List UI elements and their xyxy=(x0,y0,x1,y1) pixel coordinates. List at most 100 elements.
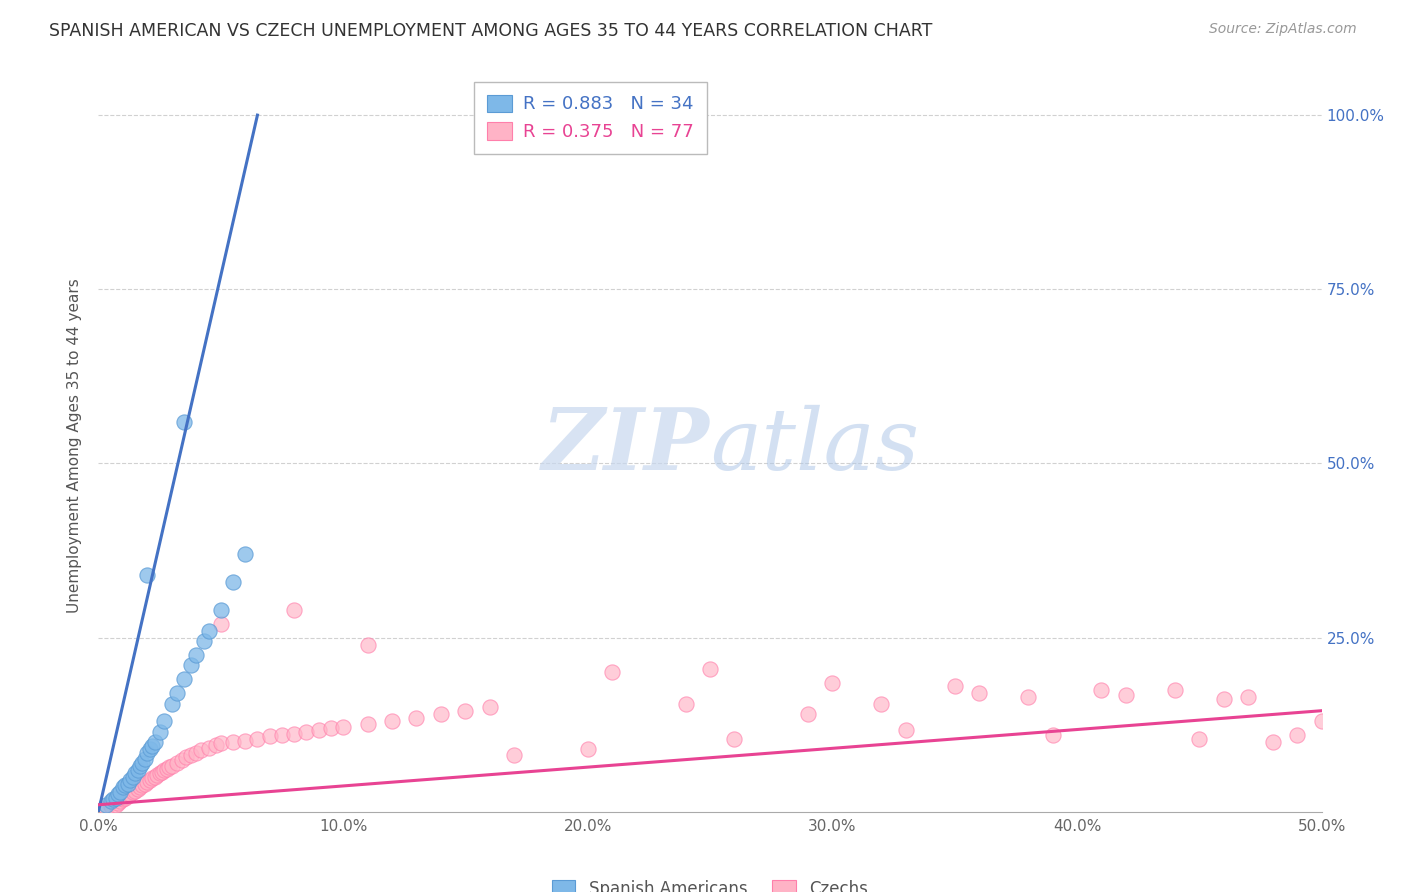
Point xyxy=(478,700,501,714)
Point xyxy=(190,743,212,757)
Point xyxy=(120,773,142,788)
Point xyxy=(94,801,117,815)
Point xyxy=(114,778,136,792)
Point xyxy=(209,603,232,617)
Point xyxy=(170,753,193,767)
Point xyxy=(104,797,127,812)
Point xyxy=(166,756,188,770)
Point xyxy=(146,768,169,782)
Point xyxy=(100,799,122,814)
Text: Source: ZipAtlas.com: Source: ZipAtlas.com xyxy=(1209,22,1357,37)
Point xyxy=(111,780,134,795)
Point xyxy=(173,673,195,687)
Point xyxy=(193,634,215,648)
Point xyxy=(111,792,134,806)
Point xyxy=(141,739,163,753)
Point xyxy=(153,763,176,777)
Point xyxy=(117,789,139,804)
Point xyxy=(186,746,208,760)
Point xyxy=(356,717,378,731)
Point xyxy=(821,676,844,690)
Point xyxy=(197,624,219,638)
Point xyxy=(136,567,159,582)
Point xyxy=(209,736,232,750)
Point xyxy=(1164,682,1187,697)
Legend: Spanish Americans, Czechs: Spanish Americans, Czechs xyxy=(544,871,876,892)
Point xyxy=(283,603,305,617)
Point xyxy=(94,797,117,812)
Point xyxy=(114,790,136,805)
Point xyxy=(180,658,202,673)
Point xyxy=(205,738,228,752)
Point xyxy=(134,752,156,766)
Point xyxy=(1188,731,1211,746)
Point xyxy=(143,735,166,749)
Point xyxy=(139,742,162,756)
Point xyxy=(699,662,721,676)
Point xyxy=(121,770,143,784)
Point xyxy=(319,721,342,735)
Point xyxy=(1090,682,1112,697)
Point xyxy=(156,762,179,776)
Point xyxy=(222,574,245,589)
Point xyxy=(131,778,153,792)
Point xyxy=(209,616,232,631)
Point xyxy=(120,787,142,801)
Point xyxy=(430,707,453,722)
Point xyxy=(180,747,202,762)
Text: atlas: atlas xyxy=(710,405,920,487)
Point xyxy=(222,735,245,749)
Point xyxy=(143,770,166,784)
Point xyxy=(149,766,172,780)
Point xyxy=(1212,691,1234,706)
Point xyxy=(381,714,404,728)
Point xyxy=(675,697,697,711)
Point xyxy=(160,697,183,711)
Point xyxy=(576,742,599,756)
Point xyxy=(124,766,146,780)
Y-axis label: Unemployment Among Ages 35 to 44 years: Unemployment Among Ages 35 to 44 years xyxy=(67,278,83,614)
Point xyxy=(870,697,893,711)
Point xyxy=(121,785,143,799)
Point xyxy=(173,415,195,429)
Text: SPANISH AMERICAN VS CZECH UNEMPLOYMENT AMONG AGES 35 TO 44 YEARS CORRELATION CHA: SPANISH AMERICAN VS CZECH UNEMPLOYMENT A… xyxy=(49,22,932,40)
Point xyxy=(270,728,294,742)
Point xyxy=(1286,728,1309,742)
Point xyxy=(153,714,176,728)
Point xyxy=(110,785,132,799)
Point xyxy=(157,760,180,774)
Point xyxy=(166,686,188,700)
Point xyxy=(136,746,159,760)
Point xyxy=(332,720,354,734)
Point xyxy=(134,777,156,791)
Point xyxy=(129,759,152,773)
Point xyxy=(1115,688,1137,702)
Point xyxy=(141,772,163,786)
Point xyxy=(150,764,173,779)
Point xyxy=(139,773,162,788)
Point xyxy=(197,740,219,755)
Point xyxy=(107,797,129,811)
Point xyxy=(1042,728,1064,742)
Point xyxy=(233,547,256,561)
Point xyxy=(127,782,149,797)
Point xyxy=(127,763,149,777)
Point xyxy=(894,723,917,737)
Point xyxy=(129,780,152,795)
Point xyxy=(356,638,378,652)
Point xyxy=(101,792,124,806)
Point xyxy=(136,775,159,789)
Point xyxy=(149,724,172,739)
Point xyxy=(107,787,129,801)
Point xyxy=(246,731,269,746)
Point xyxy=(186,648,208,662)
Text: ZIP: ZIP xyxy=(543,404,710,488)
Point xyxy=(1237,690,1260,704)
Point xyxy=(723,731,745,746)
Point xyxy=(943,679,966,693)
Point xyxy=(131,756,153,770)
Point xyxy=(308,723,330,737)
Point xyxy=(967,686,990,700)
Point xyxy=(1017,690,1039,704)
Point xyxy=(160,758,183,772)
